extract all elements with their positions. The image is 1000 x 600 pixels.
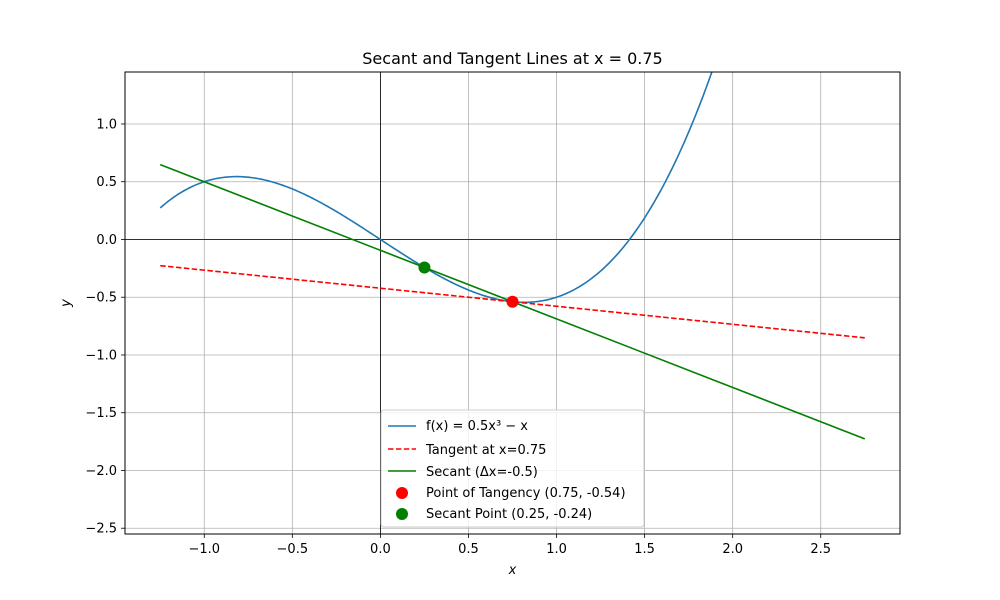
x-axis-label: x — [508, 563, 517, 578]
y-axis-ticks: 1.0 0.5 0.0 −0.5 −1.0 −1.5 −2.0 −2.5 — [85, 117, 125, 537]
y-tick-label: 1.0 — [96, 117, 117, 132]
y-tick-label: 0.0 — [96, 233, 117, 248]
x-tick-label: 0.0 — [370, 542, 391, 557]
x-tick-label: 1.5 — [634, 542, 655, 557]
legend-label-tangency-point: Point of Tangency (0.75, -0.54) — [426, 486, 626, 501]
legend-label-tangent: Tangent at x=0.75 — [425, 443, 546, 458]
legend-label-secant: Secant (Δx=-0.5) — [426, 465, 538, 480]
x-tick-label: −1.0 — [188, 542, 220, 557]
y-tick-label: −1.5 — [85, 406, 117, 421]
secant-point-marker — [418, 261, 431, 274]
x-tick-label: 2.0 — [722, 542, 743, 557]
zero-lines — [125, 72, 900, 534]
y-tick-label: 0.5 — [96, 175, 117, 190]
x-tick-label: 1.0 — [546, 542, 567, 557]
chart-title: Secant and Tangent Lines at x = 0.75 — [362, 49, 662, 68]
x-tick-label: 2.5 — [810, 542, 831, 557]
x-tick-label: −0.5 — [277, 542, 309, 557]
legend-box — [380, 409, 645, 528]
x-axis-ticks: −1.0 −0.5 0.0 0.5 1.0 1.5 2.0 2.5 — [188, 534, 831, 557]
legend-marker-secant-point — [396, 508, 408, 520]
legend-label-secant-point: Secant Point (0.25, -0.24) — [426, 507, 592, 522]
tangency-point-marker — [506, 295, 519, 308]
y-tick-label: −1.0 — [85, 348, 117, 363]
x-tick-label: 0.5 — [458, 542, 479, 557]
plot-frame — [124, 71, 901, 535]
y-tick-label: −0.5 — [85, 291, 117, 306]
points-layer — [418, 261, 519, 308]
legend-marker-tangency-point — [396, 487, 408, 499]
y-tick-label: −2.0 — [85, 464, 117, 479]
legend-label-curve: f(x) = 0.5x³ − x — [426, 419, 528, 434]
legend: f(x) = 0.5x³ − x Tangent at x=0.75 Secan… — [380, 409, 645, 528]
y-tick-label: −2.5 — [85, 522, 117, 537]
y-axis-label: y — [59, 299, 74, 308]
